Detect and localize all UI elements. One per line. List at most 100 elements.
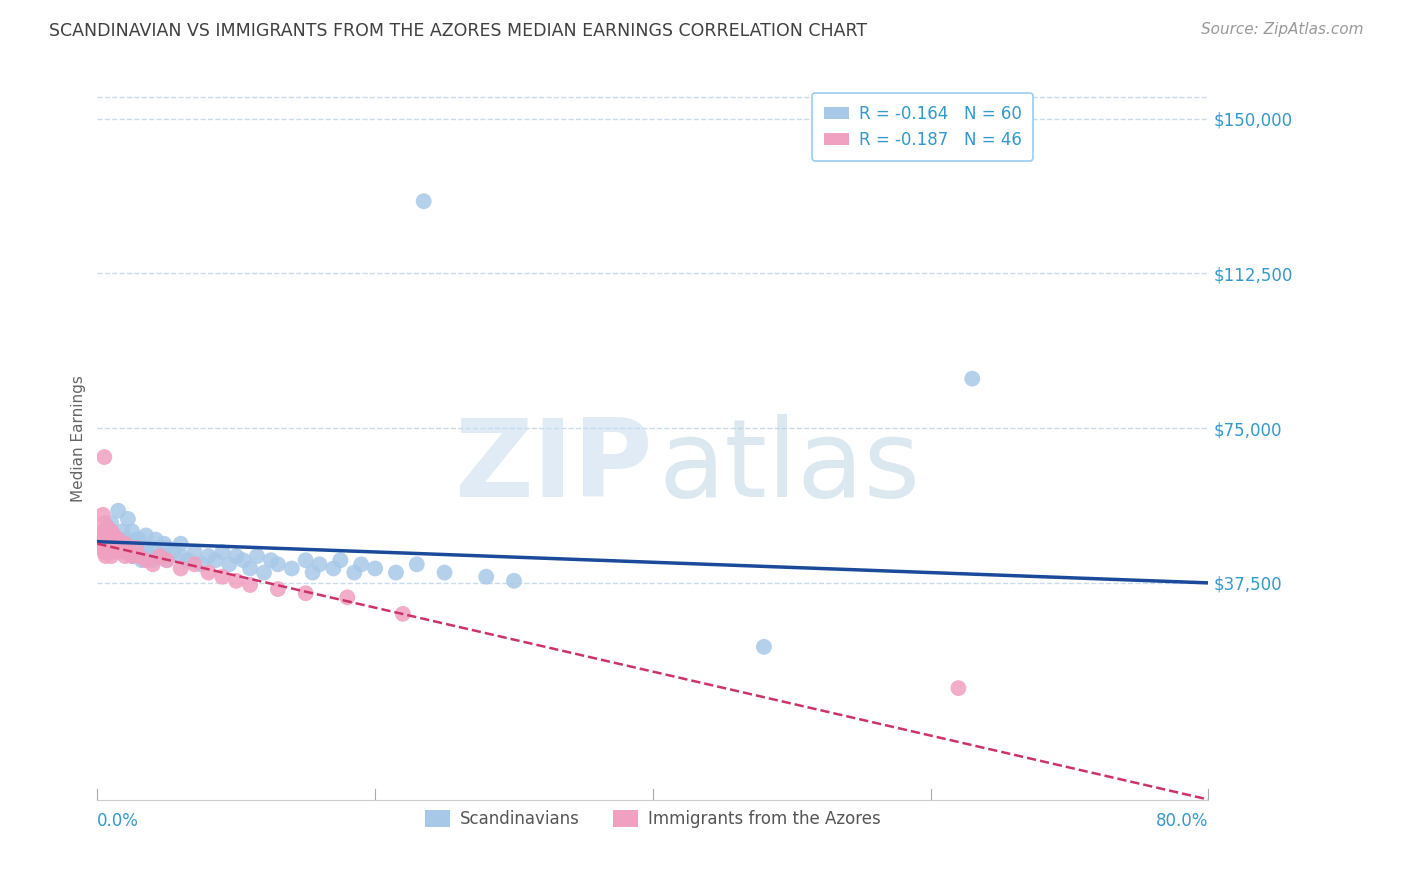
Point: [94, 549, 117, 563]
Point: [94, 537, 117, 551]
Point: [308, 558, 330, 572]
Point: [91, 508, 114, 522]
Point: [121, 549, 143, 563]
Text: Source: ZipAtlas.com: Source: ZipAtlas.com: [1201, 22, 1364, 37]
Y-axis label: Median Earnings: Median Earnings: [72, 375, 86, 502]
Point: [239, 561, 262, 575]
Point: [125, 541, 148, 555]
Point: [267, 582, 290, 596]
Point: [139, 549, 162, 563]
Point: [100, 537, 122, 551]
Point: [96, 533, 118, 547]
Point: [156, 553, 179, 567]
Point: [131, 553, 153, 567]
Point: [149, 549, 172, 563]
Point: [218, 558, 240, 572]
Point: [91, 524, 114, 539]
Point: [294, 586, 316, 600]
Point: [100, 524, 122, 539]
Point: [145, 533, 167, 547]
Point: [107, 504, 129, 518]
Point: [135, 553, 157, 567]
Point: [98, 545, 121, 559]
Point: [752, 640, 775, 654]
Point: [94, 524, 117, 539]
Point: [90, 541, 112, 555]
Point: [503, 574, 526, 588]
Point: [170, 537, 193, 551]
Point: [93, 545, 115, 559]
Point: [100, 516, 122, 530]
Point: [267, 558, 290, 572]
Point: [405, 558, 427, 572]
Point: [156, 541, 179, 555]
Point: [128, 549, 150, 563]
Point: [204, 553, 226, 567]
Point: [103, 528, 125, 542]
Point: [103, 541, 125, 555]
Text: ZIP: ZIP: [454, 415, 652, 520]
Point: [350, 558, 373, 572]
Point: [329, 553, 352, 567]
Point: [281, 561, 304, 575]
Point: [97, 520, 120, 534]
Point: [128, 533, 150, 547]
Point: [91, 537, 114, 551]
Point: [114, 537, 136, 551]
Point: [114, 533, 136, 547]
Point: [100, 541, 122, 555]
Point: [190, 558, 212, 572]
Point: [96, 520, 118, 534]
Point: [183, 558, 205, 572]
Point: [114, 549, 136, 563]
Point: [107, 533, 129, 547]
Point: [111, 541, 134, 555]
Point: [176, 553, 198, 567]
Point: [260, 553, 283, 567]
Point: [142, 558, 165, 572]
Point: [170, 561, 193, 575]
Point: [197, 566, 219, 580]
Point: [121, 524, 143, 539]
Point: [163, 545, 186, 559]
Point: [412, 194, 434, 209]
Point: [135, 528, 157, 542]
Point: [142, 553, 165, 567]
Point: [111, 524, 134, 539]
Point: [153, 537, 176, 551]
Point: [117, 512, 139, 526]
Point: [93, 516, 115, 530]
Point: [93, 450, 115, 464]
Point: [97, 528, 120, 542]
Point: [93, 533, 115, 547]
Point: [232, 553, 254, 567]
Point: [103, 528, 125, 542]
Point: [294, 553, 316, 567]
Point: [211, 570, 233, 584]
Point: [135, 541, 157, 555]
Point: [433, 566, 456, 580]
Point: [128, 545, 150, 559]
Point: [246, 549, 269, 563]
Point: [197, 549, 219, 563]
Point: [225, 549, 247, 563]
Point: [98, 533, 121, 547]
Point: [211, 545, 233, 559]
Point: [301, 566, 323, 580]
Text: atlas: atlas: [658, 415, 921, 520]
Point: [93, 533, 115, 547]
Point: [107, 537, 129, 551]
Point: [385, 566, 408, 580]
Point: [170, 549, 193, 563]
Point: [253, 566, 276, 580]
Point: [156, 553, 179, 567]
Point: [364, 561, 387, 575]
Point: [121, 549, 143, 563]
Point: [117, 545, 139, 559]
Point: [142, 541, 165, 555]
Point: [183, 545, 205, 559]
Point: [225, 574, 247, 588]
Point: [125, 533, 148, 547]
Point: [322, 561, 344, 575]
Point: [90, 528, 112, 542]
